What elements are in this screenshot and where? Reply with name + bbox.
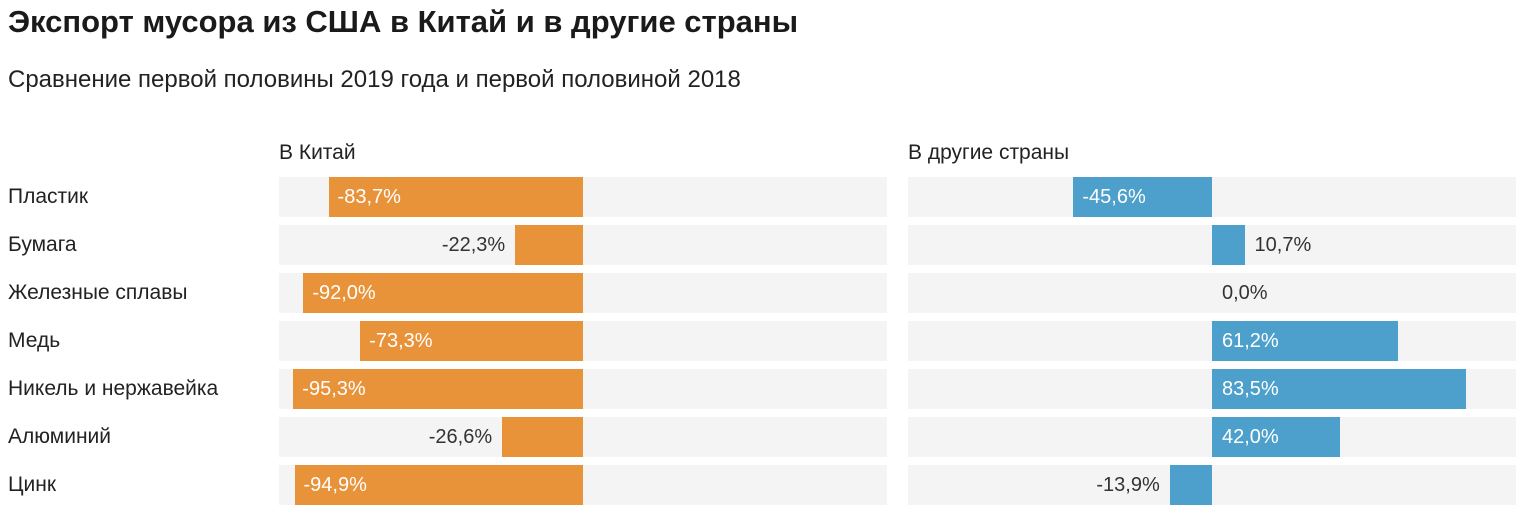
data-label: 0,0% — [1222, 282, 1268, 304]
bar — [1169, 465, 1212, 505]
category-label: Алюминий — [8, 425, 112, 448]
category-label: Цинк — [8, 473, 57, 496]
data-label: 10,7% — [1254, 234, 1312, 256]
category-label: Бумага — [8, 233, 77, 256]
category-label: Железные сплавы — [8, 281, 188, 304]
chart-title: Экспорт мусора из США в Китай и в другие… — [8, 4, 799, 39]
bar — [328, 177, 583, 217]
bar — [1212, 321, 1399, 361]
bar — [293, 369, 583, 409]
data-label: 83,5% — [1222, 378, 1279, 400]
bar — [1073, 177, 1212, 217]
bar — [1212, 369, 1466, 409]
data-label: -94,9% — [303, 474, 367, 496]
data-label: -83,7% — [337, 186, 401, 208]
bar — [1212, 225, 1245, 265]
bar — [1212, 417, 1340, 457]
panel-title: В другие страны — [908, 141, 1070, 164]
category-label: Никель и нержавейка — [8, 377, 219, 400]
data-label: 61,2% — [1222, 330, 1279, 352]
bar-background — [279, 417, 887, 457]
data-label: -26,6% — [428, 426, 493, 448]
data-label: -95,3% — [302, 378, 366, 400]
bar — [303, 273, 583, 313]
chart-subtitle: Сравнение первой половины 2019 года и пе… — [8, 66, 741, 93]
bar — [360, 321, 583, 361]
data-label: 42,0% — [1222, 426, 1279, 448]
bar-background — [908, 273, 1516, 313]
panel-title: В Китай — [279, 141, 356, 164]
category-label: Медь — [8, 329, 61, 352]
bar-background — [279, 225, 887, 265]
data-label: -13,9% — [1096, 474, 1160, 496]
data-label: -73,3% — [369, 330, 433, 352]
bar-background — [908, 465, 1516, 505]
bar — [502, 417, 583, 457]
data-label: -22,3% — [441, 234, 506, 256]
bar — [294, 465, 583, 505]
bar — [515, 225, 583, 265]
bar-background — [908, 177, 1516, 217]
data-label: -92,0% — [312, 282, 376, 304]
data-label: -45,6% — [1082, 186, 1146, 208]
category-label: Пластик — [8, 185, 89, 208]
